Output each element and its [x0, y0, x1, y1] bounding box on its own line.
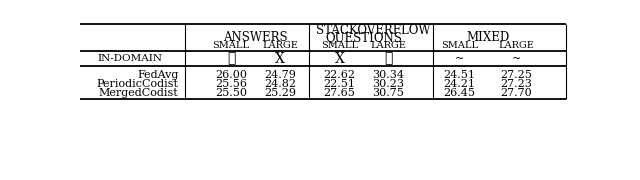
Text: PeriodicCodist: PeriodicCodist: [97, 79, 179, 89]
Text: MIXED: MIXED: [467, 31, 509, 44]
Text: ANSWERS: ANSWERS: [223, 31, 288, 44]
Text: X: X: [335, 51, 344, 66]
Text: 24.21: 24.21: [444, 79, 476, 89]
Text: IN-DOMAIN: IN-DOMAIN: [98, 54, 163, 63]
Text: ✓: ✓: [227, 51, 236, 66]
Text: FedAvg: FedAvg: [137, 70, 179, 80]
Text: 27.25: 27.25: [500, 70, 532, 80]
Text: MergedCodist: MergedCodist: [99, 88, 179, 98]
Text: LARGE: LARGE: [499, 41, 534, 50]
Text: 25.29: 25.29: [264, 88, 296, 98]
Text: SMALL: SMALL: [212, 41, 250, 50]
Text: X: X: [275, 51, 285, 66]
Text: QUESTIONS: QUESTIONS: [326, 31, 403, 44]
Text: 22.51: 22.51: [324, 79, 356, 89]
Text: 27.70: 27.70: [500, 88, 532, 98]
Text: ~: ~: [455, 54, 465, 64]
Text: 22.62: 22.62: [324, 70, 356, 80]
Text: 25.50: 25.50: [215, 88, 247, 98]
Text: 30.34: 30.34: [372, 70, 404, 80]
Text: SMALL: SMALL: [321, 41, 358, 50]
Text: 24.82: 24.82: [264, 79, 296, 89]
Text: LARGE: LARGE: [262, 41, 298, 50]
Text: 26.45: 26.45: [444, 88, 476, 98]
Text: 30.23: 30.23: [372, 79, 404, 89]
Text: 24.51: 24.51: [444, 70, 476, 80]
Text: ✓: ✓: [384, 51, 392, 66]
Text: SMALL: SMALL: [441, 41, 478, 50]
Text: 26.00: 26.00: [215, 70, 247, 80]
Text: ~: ~: [512, 54, 521, 64]
Text: 24.79: 24.79: [264, 70, 296, 80]
Text: LARGE: LARGE: [371, 41, 406, 50]
Text: 27.23: 27.23: [500, 79, 532, 89]
Text: STACKOVERFLOW: STACKOVERFLOW: [316, 24, 431, 37]
Text: 27.65: 27.65: [324, 88, 356, 98]
Text: 30.75: 30.75: [372, 88, 404, 98]
Text: 25.56: 25.56: [215, 79, 247, 89]
